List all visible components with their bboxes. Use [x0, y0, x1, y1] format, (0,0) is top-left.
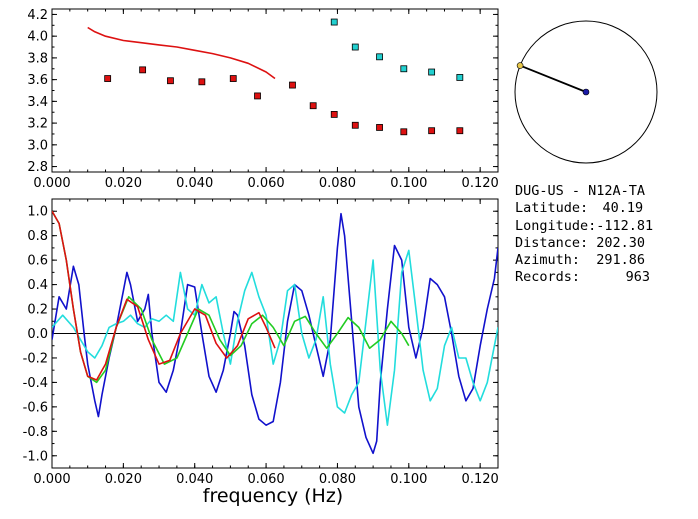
- top-x-tick-label: 0.080: [319, 176, 356, 191]
- azimuth-circle: [514, 20, 658, 164]
- distance-label: Distance:: [515, 234, 589, 251]
- bottom-series-line-1: [52, 249, 498, 427]
- top-frame: [51, 8, 499, 173]
- longitude-row: Longitude:-112.81: [515, 218, 695, 235]
- bottom-x-tick-label: 0.040: [176, 472, 213, 487]
- bottom-series-group: [52, 210, 498, 455]
- top-marker: [400, 128, 408, 136]
- top-velocity-panel: 0.000 0.020 0.040 0.060 0.080 0.100 0.120 2.8 3.…: [27, 8, 498, 191]
- top-y-tick-label: 3.4: [27, 95, 48, 110]
- top-x-tick-label: 0.120: [462, 176, 499, 191]
- bottom-y-tick-label: 0.4: [27, 278, 48, 293]
- top-marker: [400, 65, 408, 73]
- top-marker: [456, 74, 464, 81]
- top-series-group: [87, 18, 464, 136]
- top-marker: [289, 81, 296, 89]
- bottom-x-tick-label: 0.100: [390, 472, 427, 487]
- top-marker: [198, 78, 206, 86]
- top-x-tick-label: 0.040: [176, 176, 213, 191]
- top-x-tick-label: 0.020: [105, 176, 142, 191]
- bottom-y-tick-label: -0.2: [23, 351, 48, 366]
- top-series-line-2: [87, 26, 276, 80]
- top-y-tick-label: 3.0: [27, 138, 48, 153]
- bottom-y-tick-label: 0.2: [27, 303, 48, 318]
- latitude-label: Latitude:: [515, 200, 589, 217]
- station-header: DUG-US - N12A-TA: [515, 183, 646, 199]
- bottom-x-tick-label: 0.080: [319, 472, 356, 487]
- top-marker: [428, 127, 436, 135]
- top-marker: [376, 53, 383, 61]
- longitude-label: Longitude:: [515, 217, 597, 234]
- latitude-value: 40.19: [602, 200, 644, 217]
- top-x-tick-label: 0.000: [33, 176, 70, 191]
- bottom-x-tick-label: 0.120: [462, 472, 499, 487]
- azimuth-plot: [514, 20, 658, 164]
- bottom-y-tick-label: -1.0: [23, 449, 48, 464]
- azimuth-label: Azimuth:: [515, 252, 581, 269]
- bottom-series-line-3: [52, 210, 276, 381]
- top-marker: [309, 102, 317, 110]
- top-marker: [428, 68, 436, 76]
- top-marker: [229, 75, 237, 82]
- bottom-y-tick-label: -0.6: [23, 400, 48, 415]
- top-y-tick-label: 4.0: [27, 30, 48, 45]
- bottom-y-tick-label: 0.6: [27, 254, 48, 269]
- top-x-tick-label: 0.060: [247, 176, 284, 191]
- top-marker: [330, 18, 338, 26]
- bottom-y-tick-label: -0.4: [23, 376, 48, 391]
- bottom-y-tick-label: -0.8: [23, 425, 48, 440]
- bottom-x-tick-label: 0.060: [247, 472, 284, 487]
- top-y-tick-label: 4.2: [27, 8, 48, 23]
- azimuth-row: Azimuth: 291.86: [515, 252, 695, 269]
- azimuth-end-dot: [516, 62, 524, 69]
- top-marker: [139, 66, 147, 74]
- station-info: DUG-US - N12A-TA Latitude: 40.19 Longitud…: [515, 183, 695, 287]
- top-marker: [376, 124, 383, 131]
- bottom-x-tick-label: 0.000: [33, 472, 70, 487]
- azimuth-center-dot: [582, 88, 590, 96]
- latitude-row: Latitude: 40.19: [515, 200, 695, 217]
- bottom-y-tick-label: 0.8: [27, 229, 48, 244]
- azimuth-value: 291.86: [596, 252, 646, 269]
- bottom-series-line-0: [52, 212, 498, 455]
- records-row: Records: 963: [515, 269, 695, 286]
- records-label: Records:: [515, 269, 581, 286]
- bottom-y-tick-label: 1.0: [27, 205, 48, 220]
- longitude-value: -112.81: [596, 217, 654, 234]
- top-marker: [104, 75, 112, 82]
- bottom-correlation-panel: 0.000 0.020 0.040 0.060 0.080 0.100 0.120 -1.0 -…: [23, 198, 499, 487]
- top-marker: [456, 127, 464, 135]
- top-marker: [254, 92, 261, 100]
- bottom-x-tick-label: 0.020: [105, 472, 142, 487]
- top-marker: [351, 43, 359, 51]
- top-y-tick-label: 2.8: [27, 160, 48, 175]
- top-y-tick-label: 3.6: [27, 73, 48, 88]
- top-marker: [330, 111, 338, 118]
- top-y-tick-label: 3.8: [27, 51, 48, 66]
- bottom-y-tick-label: 0.0: [27, 327, 48, 342]
- distance-value: 202.30: [596, 234, 646, 251]
- distance-row: Distance: 202.30: [515, 235, 695, 252]
- azimuth-line: [519, 64, 587, 93]
- top-marker: [351, 121, 359, 129]
- x-axis-title: frequency (Hz): [203, 485, 343, 507]
- top-y-tick-label: 3.2: [27, 117, 48, 132]
- top-x-tick-label: 0.100: [390, 176, 427, 191]
- records-value: 963: [625, 269, 651, 286]
- top-marker: [167, 77, 174, 85]
- bottom-series-line-2: [52, 210, 410, 384]
